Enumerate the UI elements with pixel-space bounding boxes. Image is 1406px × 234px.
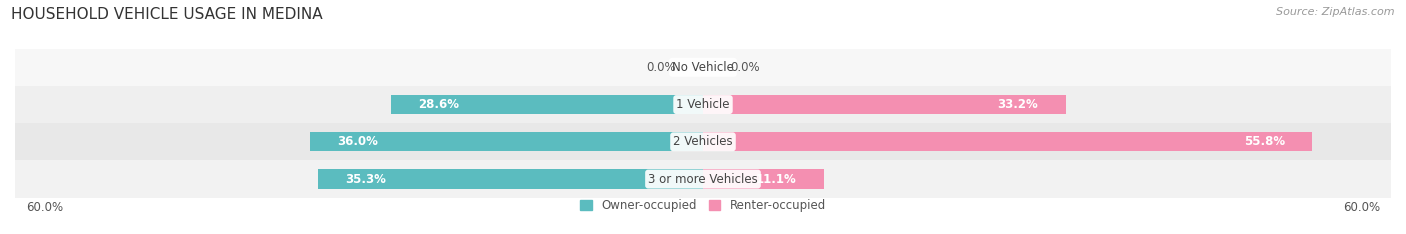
Text: 0.0%: 0.0% — [730, 61, 759, 74]
Text: 2 Vehicles: 2 Vehicles — [673, 135, 733, 148]
Text: 1 Vehicle: 1 Vehicle — [676, 98, 730, 111]
Text: Source: ZipAtlas.com: Source: ZipAtlas.com — [1277, 7, 1395, 17]
Text: 55.8%: 55.8% — [1244, 135, 1285, 148]
Text: 28.6%: 28.6% — [418, 98, 458, 111]
Bar — [0, 161, 1406, 198]
Text: No Vehicle: No Vehicle — [672, 61, 734, 74]
Bar — [0, 86, 1406, 123]
Text: 60.0%: 60.0% — [25, 201, 63, 214]
Text: 3 or more Vehicles: 3 or more Vehicles — [648, 172, 758, 186]
Bar — [703, 169, 824, 189]
Bar — [0, 49, 1406, 86]
Text: 11.1%: 11.1% — [756, 172, 797, 186]
Text: 60.0%: 60.0% — [1343, 201, 1381, 214]
Bar — [703, 132, 1312, 151]
Text: 33.2%: 33.2% — [997, 98, 1038, 111]
Text: 36.0%: 36.0% — [337, 135, 378, 148]
Bar — [703, 95, 1066, 114]
Text: 35.3%: 35.3% — [344, 172, 385, 186]
Bar — [318, 169, 703, 189]
Legend: Owner-occupied, Renter-occupied: Owner-occupied, Renter-occupied — [575, 194, 831, 217]
Text: HOUSEHOLD VEHICLE USAGE IN MEDINA: HOUSEHOLD VEHICLE USAGE IN MEDINA — [11, 7, 323, 22]
Bar — [309, 132, 703, 151]
Text: 0.0%: 0.0% — [647, 61, 676, 74]
Bar — [0, 123, 1406, 161]
Bar — [391, 95, 703, 114]
